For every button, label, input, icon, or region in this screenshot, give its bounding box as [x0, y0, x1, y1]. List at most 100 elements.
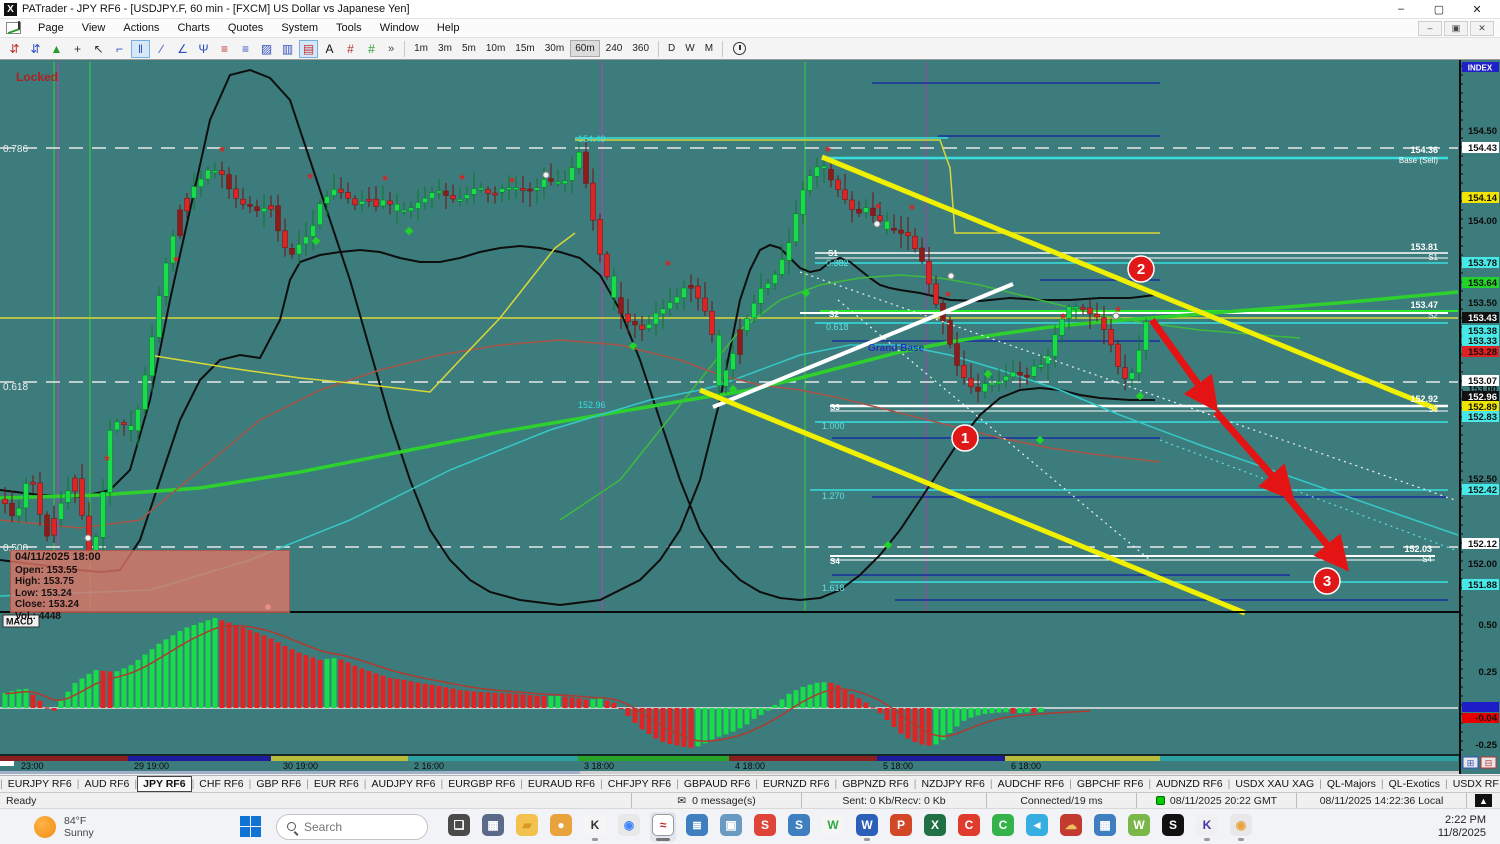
chart-canvas[interactable]: * * * * * * * * * * * * * * 1 2 3 Locked 0.786 0.618 0.500 15…: [0, 60, 1500, 774]
powerpoint-icon[interactable]: P: [888, 812, 914, 842]
toolbar-overflow-button[interactable]: »: [388, 42, 395, 55]
chrome-icon[interactable]: ◉: [616, 812, 642, 842]
menu-help[interactable]: Help: [436, 22, 460, 34]
symbol-tab-ql-majors[interactable]: QL-Majors: [1326, 778, 1376, 790]
symbol-tab-eurgbp-rf6[interactable]: EURGBP RF6: [448, 778, 516, 790]
levels-red-icon[interactable]: ≡: [220, 41, 228, 56]
clock-tool-icon[interactable]: [733, 42, 747, 55]
symbol-tab-gbpchf-rf6[interactable]: GBPCHF RF6: [1076, 778, 1144, 790]
start-button[interactable]: [240, 815, 262, 838]
new-chart-icon[interactable]: ▲: [50, 41, 63, 56]
menu-page[interactable]: Page: [38, 22, 64, 34]
patrader-app-icon[interactable]: ≈: [650, 811, 676, 842]
w-circle-app-icon[interactable]: W: [1126, 812, 1152, 842]
file-explorer-icon[interactable]: ▰: [514, 812, 540, 842]
telegram-icon[interactable]: ◄: [1024, 812, 1050, 842]
symbol-tab-jpy-rf6[interactable]: JPY RF6: [137, 776, 192, 792]
symbol-tab-aud-rf6[interactable]: AUD RF6: [84, 778, 130, 790]
menu-window[interactable]: Window: [379, 22, 419, 34]
child-close-button[interactable]: ✕: [1470, 20, 1494, 36]
timeframe-240[interactable]: 240: [605, 43, 623, 54]
fib-grid-green-icon[interactable]: #: [368, 41, 375, 56]
media-app-icon[interactable]: ▣: [718, 812, 744, 842]
symbol-tab-chf-rf6[interactable]: CHF RF6: [199, 778, 244, 790]
search-box[interactable]: [276, 813, 428, 840]
chrome-canary-icon[interactable]: ◉: [1228, 812, 1254, 842]
menu-system[interactable]: System: [281, 22, 318, 34]
menu-quotes[interactable]: Quotes: [227, 22, 264, 34]
axis-zoom-in-button[interactable]: [1462, 756, 1479, 769]
menu-tools[interactable]: Tools: [336, 22, 362, 34]
symbol-tab-gbp-rf6[interactable]: GBP RF6: [256, 778, 302, 790]
symbol-tab-usdx-rf[interactable]: USDX RF: [1452, 778, 1499, 790]
timeframe-1m[interactable]: 1m: [414, 43, 429, 54]
system-clock[interactable]: 2:22 PM 11/8/2025: [1438, 814, 1486, 840]
smr-app-icon[interactable]: S: [1160, 812, 1186, 842]
symbol-tab-gbpnzd-rf6[interactable]: GBPNZD RF6: [842, 778, 909, 790]
symbol-tab-audchf-rf6[interactable]: AUDCHF RF6: [997, 778, 1065, 790]
timeframe-10m[interactable]: 10m: [485, 43, 506, 54]
timeframe-15m[interactable]: 15m: [515, 43, 535, 54]
menu-view[interactable]: View: [81, 22, 106, 34]
symbol-tab-audnzd-rf6[interactable]: AUDNZD RF6: [1156, 778, 1223, 790]
symbols-blue-icon[interactable]: ⇵: [30, 41, 41, 56]
k-purple-app-icon[interactable]: K: [1194, 812, 1220, 842]
axis-zoom-out-button[interactable]: [1480, 756, 1497, 769]
camtasia-icon[interactable]: C: [990, 812, 1016, 842]
bank-app-icon[interactable]: ▦: [1092, 812, 1118, 842]
child-restore-button[interactable]: ▣: [1444, 20, 1468, 36]
symbol-tab-eurjpy-rf6[interactable]: EURJPY RF6: [7, 778, 72, 790]
hline-tool-icon[interactable]: ⌐: [115, 41, 123, 56]
text-tool-icon[interactable]: A: [325, 41, 334, 56]
mail-app-icon[interactable]: ●: [548, 812, 574, 842]
symbol-tab-euraud-rf6[interactable]: EURAUD RF6: [527, 778, 596, 790]
calculator-icon[interactable]: ▦: [480, 812, 506, 842]
timeframe-30m[interactable]: 30m: [544, 43, 565, 54]
timeframe-60m[interactable]: 60m: [570, 40, 600, 57]
symbol-tab-ql-exotics[interactable]: QL-Exotics: [1388, 778, 1440, 790]
cloud-app-icon[interactable]: ☁: [1058, 812, 1084, 842]
symbol-tab-gbpaud-rf6[interactable]: GBPAUD RF6: [683, 778, 751, 790]
notepad-icon[interactable]: ≣: [684, 812, 710, 842]
levels-blue-icon[interactable]: ≡: [241, 41, 249, 56]
c-red-app-icon[interactable]: C: [956, 812, 982, 842]
excel-icon[interactable]: X: [922, 812, 948, 842]
alert-panel[interactable]: ▲: [1466, 793, 1500, 808]
chart-area[interactable]: * * * * * * * * * * * * * * 1 2 3 Locked 0.786 0.618 0.500 15…: [0, 60, 1500, 774]
symbol-tab-audjpy-rf6[interactable]: AUDJPY RF6: [371, 778, 436, 790]
s-red-app-icon[interactable]: S: [752, 812, 778, 842]
cursor-icon[interactable]: ↖: [93, 41, 104, 56]
w-green-app-icon[interactable]: W: [820, 812, 846, 842]
skype-icon[interactable]: S: [786, 812, 812, 842]
task-view-icon[interactable]: ❑: [446, 812, 472, 842]
symbol-tab-usdx-xau-xag[interactable]: USDX XAU XAG: [1235, 778, 1315, 790]
k-doc-icon[interactable]: K: [582, 812, 608, 842]
channel-tool-icon[interactable]: ∠: [177, 41, 188, 56]
timeframe-360[interactable]: 360: [632, 43, 650, 54]
maximize-button[interactable]: ▢: [1433, 3, 1445, 16]
symbol-tab-nzdjpy-rf6[interactable]: NZDJPY RF6: [921, 778, 985, 790]
timeframe-5m[interactable]: 5m: [461, 43, 476, 54]
symbols-red-icon[interactable]: ⇵: [9, 41, 20, 56]
word-icon[interactable]: W: [854, 812, 880, 842]
timeframe-3m[interactable]: 3m: [438, 43, 452, 54]
colored-bars-icon[interactable]: ▤: [299, 39, 318, 58]
bars-tool-icon[interactable]: ▥: [281, 41, 294, 56]
child-minimize-button[interactable]: –: [1418, 20, 1442, 36]
symbol-tab-eurnzd-rf6[interactable]: EURNZD RF6: [762, 778, 830, 790]
menu-charts[interactable]: Charts: [177, 22, 210, 34]
hatch-tool-icon[interactable]: ▨: [260, 41, 273, 56]
period-m[interactable]: M: [704, 43, 714, 54]
trendline-tool-icon[interactable]: ∕: [160, 41, 163, 56]
period-w[interactable]: W: [685, 43, 695, 54]
menu-actions[interactable]: Actions: [123, 22, 160, 34]
weather-widget[interactable]: 84°F Sunny: [34, 815, 214, 839]
vline-tool-icon[interactable]: ‖: [131, 39, 150, 58]
crosshair-icon[interactable]: +: [73, 41, 81, 56]
minimize-button[interactable]: –: [1397, 3, 1405, 15]
symbol-tab-chfjpy-rf6[interactable]: CHFJPY RF6: [607, 778, 672, 790]
symbol-tab-eur-rf6[interactable]: EUR RF6: [313, 778, 359, 790]
close-button[interactable]: ✕: [1472, 3, 1482, 16]
fib-grid-red-icon[interactable]: #: [347, 41, 354, 56]
period-d[interactable]: D: [668, 43, 676, 54]
